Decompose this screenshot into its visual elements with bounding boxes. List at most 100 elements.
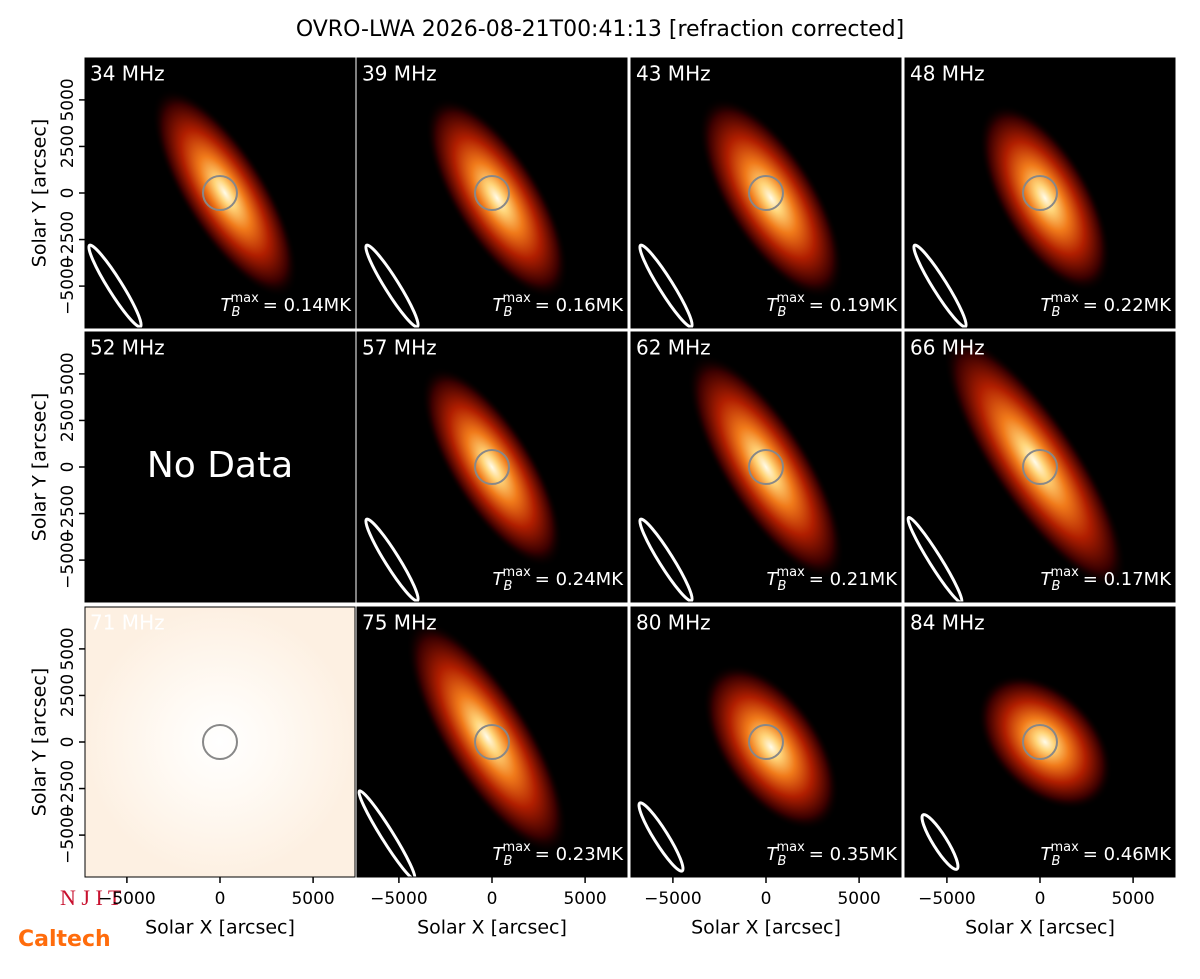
- beam: [357, 789, 417, 877]
- solar-disk: [748, 449, 784, 485]
- panel-image: [631, 607, 901, 877]
- y-tick-label: −5000: [58, 806, 78, 864]
- beam: [638, 517, 694, 602]
- y-tick-label: 0: [58, 462, 78, 473]
- x-tick-label: −5000: [98, 889, 156, 909]
- panel: 71 MHz: [84, 606, 356, 878]
- y-axis-label: Solar Y [arcsec]: [29, 393, 51, 541]
- panel: 80 MHz TBmax = 0.35MK: [630, 606, 902, 878]
- emission: [421, 366, 563, 568]
- solar-disk: [474, 449, 510, 485]
- tmax-sub: B: [504, 305, 513, 320]
- beam: [637, 801, 685, 873]
- tmax-label: TBmax = 0.46MK: [1041, 840, 1173, 869]
- tmax-label: TBmax = 0.14MK: [221, 291, 353, 320]
- panel-frame: [904, 331, 1176, 603]
- x-tick-label: 5000: [563, 889, 606, 909]
- panel: 57 MHz TBmax = 0.24MK: [356, 331, 628, 603]
- y-tick-label: 2500: [58, 125, 78, 168]
- panel: 48 MHz TBmax = 0.22MK: [904, 57, 1176, 329]
- tmax-value: = 0.21MK: [809, 569, 898, 590]
- frequency-label: 34 MHz: [90, 62, 165, 86]
- panel-image: [357, 58, 627, 328]
- emission: [406, 620, 568, 854]
- caltech-logo: Caltech: [18, 927, 111, 952]
- x-tick-label: 5000: [837, 889, 880, 909]
- solar-disk: [1022, 724, 1058, 760]
- frequency-label: 62 MHz: [636, 336, 711, 360]
- panel-frame: [356, 331, 628, 603]
- tmax-sub: B: [232, 305, 241, 320]
- tmax-sub: B: [778, 579, 787, 594]
- panel: 62 MHz TBmax = 0.21MK: [630, 331, 902, 603]
- tmax-symbol: T: [1041, 569, 1054, 590]
- tmax-value: = 0.22MK: [1083, 295, 1172, 316]
- image-background: [85, 607, 355, 877]
- tmax-value: = 0.24MK: [535, 569, 624, 590]
- tmax-value: = 0.35MK: [809, 844, 898, 865]
- y-tick-label: −2500: [58, 485, 78, 543]
- tmax-label: TBmax = 0.16MK: [493, 291, 625, 320]
- y-tick-label: −2500: [58, 760, 78, 818]
- tmax-sup: max: [776, 565, 805, 580]
- beam: [87, 243, 143, 328]
- x-tick-label: −5000: [644, 889, 702, 909]
- tmax-sup: max: [776, 291, 805, 306]
- x-tick-label: −5000: [918, 889, 976, 909]
- panel-image: [905, 58, 1175, 328]
- frequency-label: 39 MHz: [362, 62, 437, 86]
- panel-image: [631, 58, 901, 328]
- x-tick-label: 5000: [1111, 889, 1154, 909]
- tmax-value: = 0.23MK: [535, 844, 624, 865]
- y-tick-label: 5000: [58, 352, 78, 395]
- title: OVRO-LWA 2026-08-21T00:41:13 [refraction…: [296, 17, 904, 42]
- panel-frame: [630, 57, 902, 329]
- y-tick-label: 5000: [58, 627, 78, 670]
- panel-image: [85, 58, 355, 328]
- frequency-label: 66 MHz: [910, 336, 985, 360]
- beam: [920, 813, 960, 871]
- emission: [977, 674, 1113, 810]
- beam: [906, 515, 964, 602]
- emission: [425, 97, 569, 299]
- panel: 39 MHz TBmax = 0.16MK: [356, 57, 628, 329]
- y-tick-label: 2500: [58, 674, 78, 717]
- tmax-label: TBmax = 0.23MK: [493, 840, 625, 869]
- solar-disk: [474, 724, 510, 760]
- tmax-sub: B: [778, 305, 787, 320]
- panel-frame: [356, 57, 628, 329]
- x-tick-label: 0: [487, 889, 498, 909]
- frequency-label: 43 MHz: [636, 62, 711, 86]
- y-tick-label: 2500: [58, 399, 78, 442]
- solar-disk: [202, 175, 238, 211]
- panel-image: [905, 332, 1175, 602]
- y-tick-label: 5000: [58, 78, 78, 121]
- x-tick-label: 0: [1035, 889, 1046, 909]
- y-axis-label: Solar Y [arcsec]: [29, 668, 51, 816]
- emission: [943, 335, 1127, 589]
- tmax-label: TBmax = 0.17MK: [1041, 565, 1173, 594]
- beam: [638, 243, 694, 328]
- solar-disk: [1022, 449, 1058, 485]
- tmax-sup: max: [1050, 840, 1079, 855]
- tmax-value: = 0.19MK: [809, 295, 898, 316]
- tmax-symbol: T: [493, 844, 506, 865]
- panel-frame: [904, 57, 1176, 329]
- tmax-value: = 0.16MK: [535, 295, 624, 316]
- panel-image: [85, 332, 355, 602]
- solar-disk: [474, 175, 510, 211]
- tmax-sup: max: [502, 565, 531, 580]
- panel-image: [905, 607, 1175, 877]
- x-axis-label: Solar X [arcsec]: [691, 917, 841, 939]
- beam: [912, 243, 968, 328]
- beam: [364, 243, 420, 328]
- y-tick-label: 0: [58, 737, 78, 748]
- panel: 75 MHz TBmax = 0.23MK: [356, 606, 628, 878]
- x-axis-label: Solar X [arcsec]: [417, 917, 567, 939]
- tmax-symbol: T: [767, 569, 780, 590]
- beam: [364, 517, 420, 602]
- x-tick-label: 5000: [291, 889, 334, 909]
- tmax-value: = 0.14MK: [263, 295, 352, 316]
- emission: [687, 354, 845, 580]
